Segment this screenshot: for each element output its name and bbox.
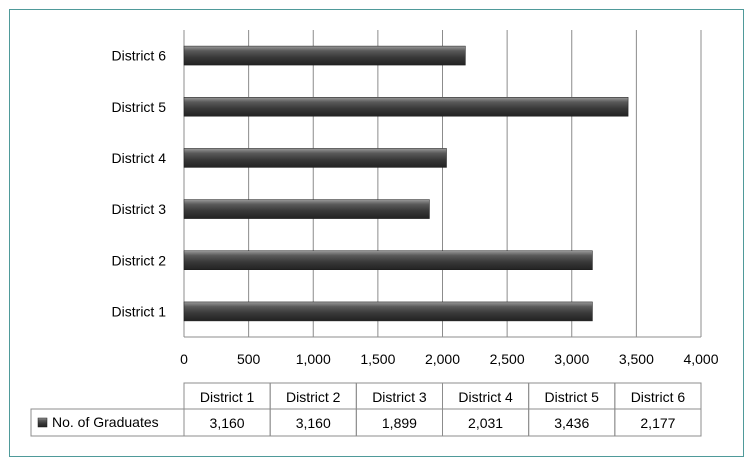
bar (183, 148, 447, 168)
x-tick-label: 1,000 (296, 351, 331, 367)
bar (183, 301, 593, 322)
legend-label: No. of Graduates (52, 414, 159, 430)
table-header-text: District 3 (372, 389, 427, 405)
category-labels: District 1 District 2 District 3 District 4… (112, 48, 167, 320)
table-header-text: District 4 (458, 389, 513, 405)
gridlines (183, 30, 702, 338)
table-value-text: 1,899 (382, 415, 417, 431)
category-label: District 1 (112, 303, 167, 319)
x-tick-label: 1,500 (360, 351, 395, 367)
table-header-text: District 6 (631, 389, 686, 405)
table-header-text: District 2 (286, 389, 341, 405)
category-label: District 5 (112, 99, 167, 115)
x-tick-label: 0 (180, 351, 188, 367)
chart-frame (9, 9, 744, 457)
bars (183, 45, 629, 322)
table-value-text: 3,160 (296, 415, 331, 431)
x-tick-label: 500 (237, 351, 261, 367)
x-tick-label: 3,000 (554, 351, 589, 367)
table-value-text: 3,436 (554, 415, 589, 431)
table-value-text: 3,160 (210, 415, 245, 431)
x-tick-label: 2,500 (490, 351, 525, 367)
category-label: District 2 (112, 252, 167, 268)
x-tick-label: 4,000 (683, 351, 718, 367)
bar (183, 97, 629, 117)
category-label: District 6 (112, 48, 167, 64)
table-header-text: District 1 (200, 389, 255, 405)
table-value-text: 2,177 (640, 415, 675, 431)
bar (183, 45, 466, 66)
table-header-text: District 5 (545, 389, 600, 405)
data-table: District 1 District 2 District 3 District 4… (30, 382, 702, 437)
x-tick-label: 2,000 (425, 351, 460, 367)
x-tick-label: 3,500 (619, 351, 654, 367)
category-label: District 4 (112, 150, 167, 166)
table-value-text: 2,031 (468, 415, 503, 431)
bar (183, 199, 430, 219)
bar (183, 250, 593, 270)
category-label: District 3 (112, 201, 167, 217)
table-value-cell (614, 408, 702, 437)
x-axis-ticks: 0 500 1,000 1,500 2,000 2,500 3,000 3,500 4,000 (180, 351, 719, 367)
legend-key (37, 417, 48, 428)
